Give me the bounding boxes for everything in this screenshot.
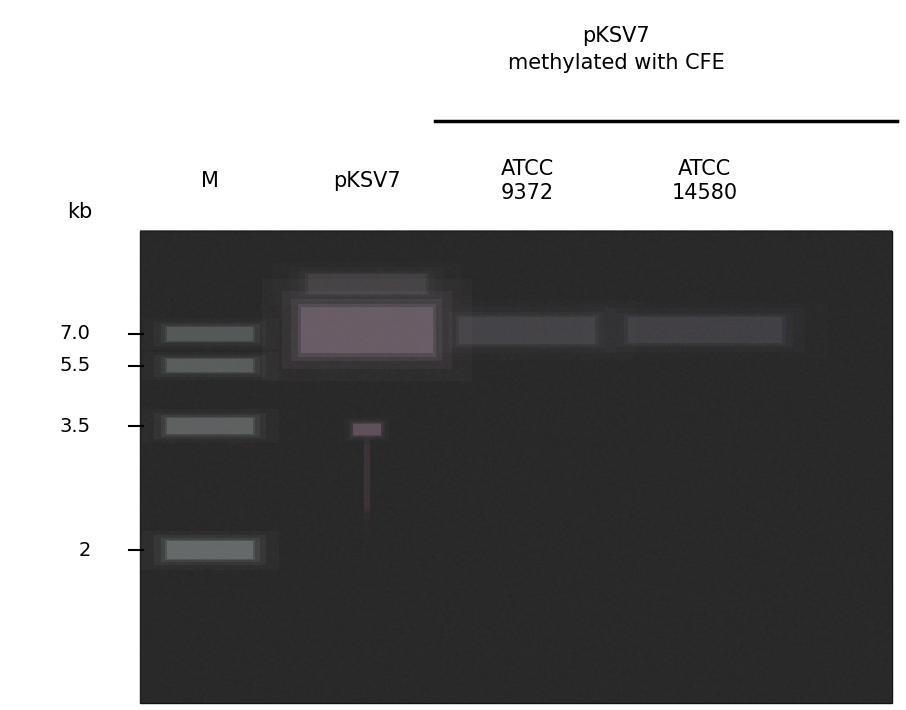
Bar <box>165 540 255 560</box>
Bar <box>165 359 255 373</box>
Bar <box>154 322 266 346</box>
Bar <box>624 315 786 345</box>
Bar <box>160 415 260 437</box>
Bar <box>160 357 260 374</box>
Bar <box>301 307 433 353</box>
Bar <box>605 308 805 352</box>
Bar <box>419 300 636 360</box>
Bar <box>582 302 828 359</box>
Bar <box>154 355 266 376</box>
Text: 7.0: 7.0 <box>60 324 91 343</box>
Bar <box>628 317 782 343</box>
Bar <box>439 307 616 353</box>
Bar <box>142 409 279 443</box>
Bar <box>352 422 382 437</box>
Bar <box>350 420 385 439</box>
Bar <box>168 327 254 341</box>
Text: pKSV7
methylated with CFE: pKSV7 methylated with CFE <box>507 26 725 73</box>
Bar <box>449 312 605 349</box>
Bar <box>154 535 266 565</box>
Bar <box>168 359 254 372</box>
Bar <box>142 531 279 569</box>
Text: 3.5: 3.5 <box>60 417 91 435</box>
Bar <box>142 318 279 349</box>
Text: 5.5: 5.5 <box>60 356 91 375</box>
Bar <box>456 315 599 346</box>
Bar <box>298 304 436 356</box>
Text: kb: kb <box>67 202 92 222</box>
Bar <box>364 444 370 508</box>
Bar <box>160 538 260 562</box>
Bar <box>165 417 255 435</box>
Text: ATCC
9372: ATCC 9372 <box>501 158 554 204</box>
Bar <box>290 267 444 301</box>
Bar <box>142 351 279 380</box>
Bar <box>140 231 892 703</box>
Bar <box>282 291 452 369</box>
Bar <box>154 413 266 439</box>
Bar <box>345 417 389 441</box>
Bar <box>168 541 254 559</box>
Bar <box>308 274 426 294</box>
Bar <box>292 299 442 361</box>
Bar <box>273 262 461 306</box>
Bar <box>362 405 371 546</box>
Bar <box>160 324 260 343</box>
Text: pKSV7: pKSV7 <box>333 171 400 191</box>
Bar <box>364 439 370 513</box>
Text: 2: 2 <box>78 541 91 559</box>
Bar <box>363 421 371 530</box>
Bar <box>616 313 794 347</box>
Bar <box>364 432 370 519</box>
Text: ATCC
14580: ATCC 14580 <box>672 158 737 204</box>
Bar <box>168 418 254 434</box>
Bar <box>353 424 381 435</box>
Bar <box>299 271 435 297</box>
Text: M: M <box>201 171 219 191</box>
Bar <box>352 423 381 436</box>
Bar <box>165 325 255 342</box>
Bar <box>305 273 429 295</box>
Bar <box>262 279 472 381</box>
Bar <box>459 317 595 344</box>
